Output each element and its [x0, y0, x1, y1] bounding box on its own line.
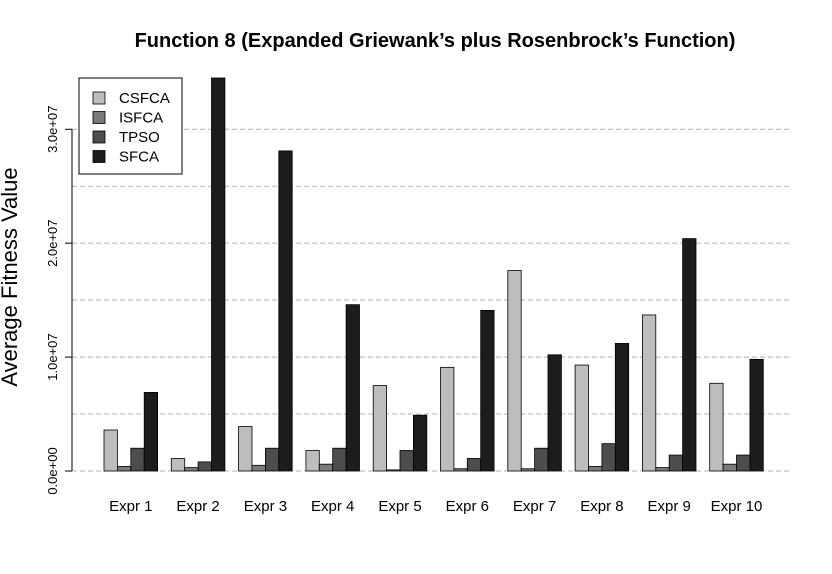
legend-label-csfca: CSFCA	[119, 90, 170, 107]
bar-isfca	[251, 464, 266, 472]
bar-isfca	[318, 463, 334, 472]
bar-sfca	[143, 391, 158, 472]
legend-label-sfca: SFCA	[119, 149, 159, 166]
bar-tpso	[736, 454, 751, 472]
bar-isfca	[520, 468, 536, 472]
x-category-label: Expr 8	[580, 498, 623, 515]
bar-sfca	[614, 343, 630, 472]
legend-label-tpso: TPSO	[119, 129, 160, 146]
legend: CSFCA ISFCA TPSO SFCA	[78, 77, 183, 175]
bar-tpso	[399, 450, 414, 472]
bar-csfca	[103, 429, 118, 472]
x-category-label: Expr 9	[648, 498, 691, 515]
bar-sfca	[211, 77, 226, 472]
y-tick-label: 2.0e+07	[45, 219, 60, 266]
bar-isfca	[588, 466, 603, 472]
bar-csfca	[709, 382, 724, 472]
bar-sfca	[345, 304, 360, 472]
bar-isfca	[655, 467, 670, 472]
legend-swatch-csfca	[92, 91, 106, 105]
legend-label-isfca: ISFCA	[119, 110, 163, 127]
bar-tpso	[668, 454, 684, 472]
x-category-label: Expr 1	[109, 498, 152, 515]
x-category-label: Expr 6	[446, 498, 489, 515]
y-axis: 0.0e+00 1.0e+07 2.0e+07 3.0e+07	[45, 106, 73, 495]
x-category-label: Expr 5	[378, 498, 421, 515]
gridlines	[72, 128, 792, 472]
bar-tpso	[264, 447, 280, 472]
bar-csfca	[642, 314, 657, 472]
bar-csfca	[372, 385, 388, 472]
x-category-label: Expr 4	[311, 498, 354, 515]
bar-isfca	[722, 463, 737, 472]
legend-swatch-sfca	[92, 150, 106, 163]
bar-sfca	[412, 414, 428, 472]
bar-csfca	[440, 366, 455, 472]
bar-isfca	[453, 468, 468, 472]
bar-isfca	[386, 469, 401, 472]
y-tick-label: 1.0e+07	[45, 333, 60, 380]
bar-sfca	[682, 238, 697, 472]
x-category-label: Expr 2	[176, 498, 219, 515]
bar-tpso	[332, 447, 347, 472]
bar-tpso	[130, 447, 145, 472]
bars	[103, 77, 764, 472]
bar-tpso	[197, 461, 212, 472]
bar-csfca	[574, 364, 589, 472]
bar-sfca	[749, 358, 764, 472]
bar-isfca	[117, 466, 132, 472]
bar-csfca	[305, 450, 320, 472]
bar-tpso	[534, 447, 549, 472]
bar-csfca	[170, 458, 186, 472]
legend-swatch-tpso	[92, 130, 106, 144]
bar-isfca	[184, 467, 199, 472]
y-tick-label: 0.0e+00	[45, 447, 60, 494]
x-axis-categories: Expr 1 Expr 2 Expr 3 Expr 4 Expr 5 Expr 6 Expr…	[109, 498, 762, 515]
bar-sfca	[547, 354, 562, 472]
bar-sfca	[278, 150, 293, 472]
bar-csfca	[507, 270, 522, 472]
bar-tpso	[601, 443, 616, 472]
x-category-label: Expr 7	[513, 498, 556, 515]
legend-swatch-isfca	[92, 111, 106, 124]
bar-sfca	[480, 309, 495, 472]
x-category-label: Expr 3	[244, 498, 287, 515]
x-category-label: Expr 10	[711, 498, 763, 515]
y-tick-label: 3.0e+07	[45, 106, 60, 153]
y-axis-label: Average Fitness Value	[0, 167, 22, 386]
bar-tpso	[466, 458, 482, 472]
chart-title: Function 8 (Expanded Griewank’s plus Ros…	[135, 30, 736, 52]
bar-csfca	[238, 426, 253, 472]
